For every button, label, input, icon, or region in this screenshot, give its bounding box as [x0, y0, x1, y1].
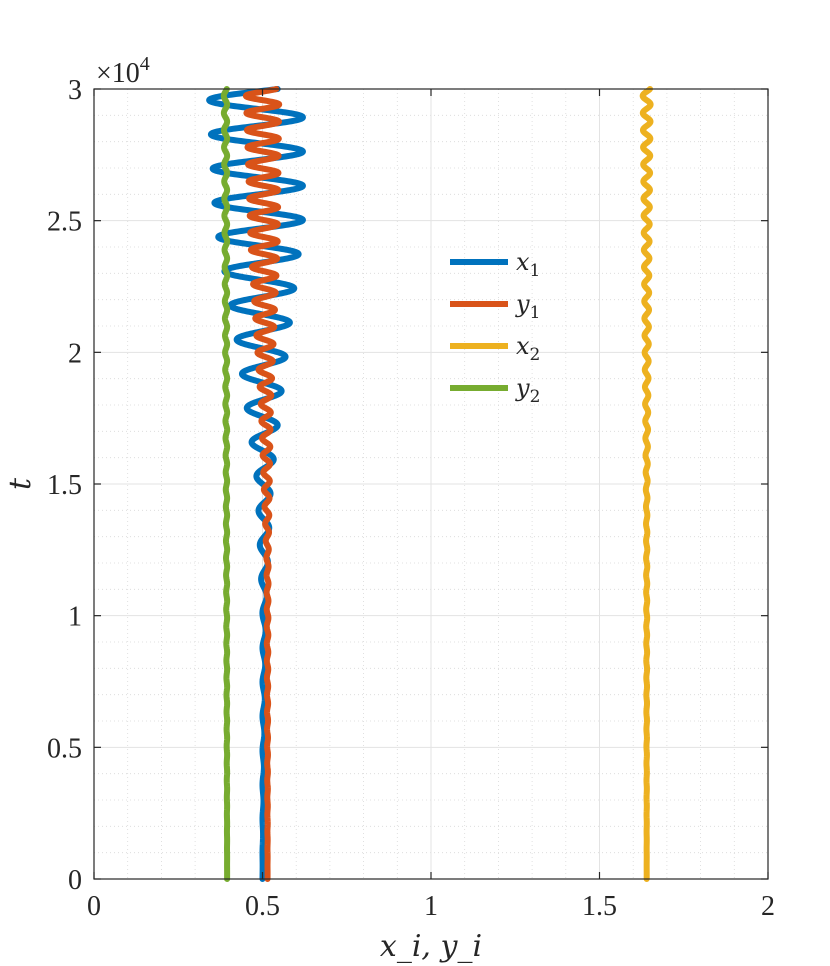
y-tick-label: 1 — [68, 602, 82, 633]
ticks — [93, 88, 769, 880]
y-multiplier: ×104 — [96, 53, 150, 89]
y-tick-label: 0.5 — [47, 733, 82, 764]
y-tick-label: 1.5 — [47, 470, 82, 501]
y-tick-label: 3 — [68, 75, 82, 106]
x-tick-label: 0 — [87, 891, 101, 922]
x-tick-label: 1.5 — [582, 891, 617, 922]
y-axis-label: t — [3, 477, 38, 490]
legend-label: y2 — [515, 374, 540, 407]
legend-label: x2 — [516, 332, 540, 365]
series-line-x2 — [639, 86, 654, 882]
legend-label: x1 — [516, 248, 540, 281]
x-axis-label: x_i, y_i — [380, 929, 482, 964]
series-line-y1 — [242, 86, 283, 882]
x-tick-label: 2 — [761, 891, 775, 922]
y-tick-label: 2 — [68, 338, 82, 369]
series-layer — [206, 86, 654, 882]
x-tick-label: 0.5 — [245, 891, 280, 922]
legend: x1 y1 x2 y2 — [450, 248, 540, 407]
series-line-y2 — [220, 86, 231, 882]
x-tick-label: 1 — [424, 891, 438, 922]
legend-label: y1 — [515, 290, 540, 323]
y-tick-label: 0 — [68, 865, 82, 896]
series-line-x1 — [206, 86, 306, 882]
y-tick-label: 2.5 — [47, 207, 82, 238]
tick-labels: 0 0.5 1 1.5 2 0 0.5 1 1.5 2 2.5 3 — [47, 75, 775, 922]
